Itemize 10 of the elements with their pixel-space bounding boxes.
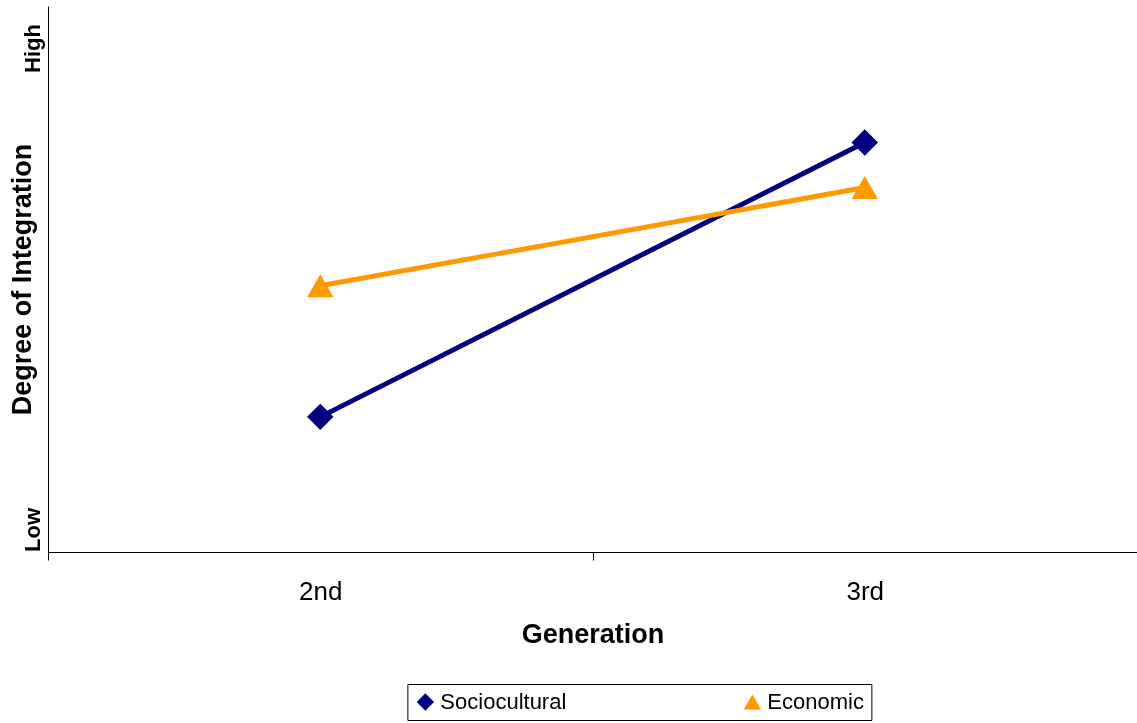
x-tick-label: 3rd <box>846 575 885 606</box>
point <box>851 129 878 156</box>
x-axis-title: Generation <box>521 618 665 649</box>
text: High <box>20 24 45 73</box>
y-axis-title: Degree of Integration <box>6 143 37 416</box>
legend-label: Economic <box>767 689 864 714</box>
point <box>307 403 334 431</box>
text: Low <box>20 507 45 552</box>
legend-label: Sociocultural <box>440 689 567 714</box>
x-tick-label: 2nd <box>299 575 343 606</box>
